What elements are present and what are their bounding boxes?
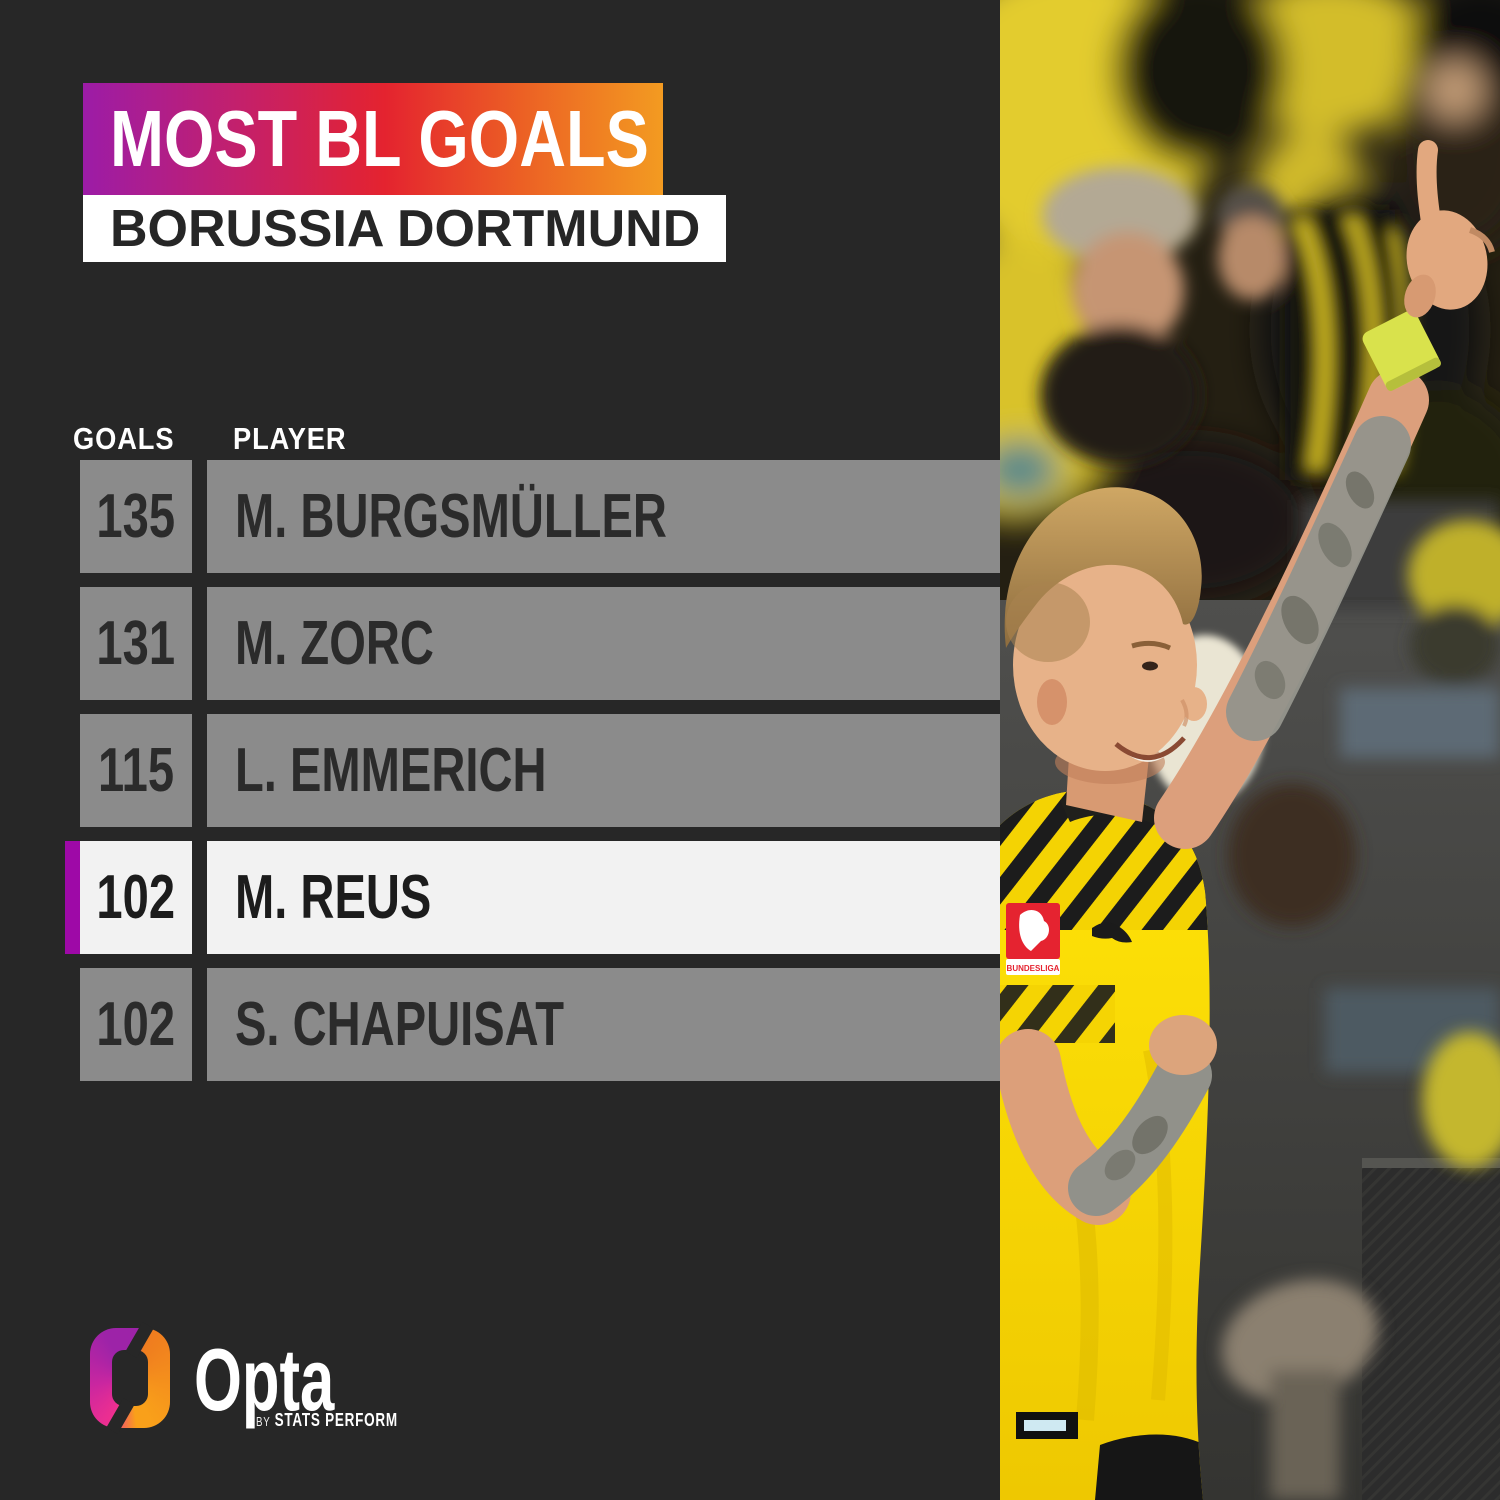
- player-cell: L. EMMERICH: [207, 714, 1000, 827]
- pointing-finger: [1416, 140, 1444, 252]
- wristband: [1362, 310, 1441, 391]
- goals-value: 102: [96, 990, 176, 1059]
- goals-value: 102: [96, 863, 176, 932]
- player-photo-art: BUNDESLIGA: [1000, 0, 1500, 1500]
- subtitle-bar: BORUSSIA DORTMUND: [83, 195, 726, 262]
- puma-logo-icon: [1092, 922, 1132, 943]
- goals-cell: 102: [80, 968, 192, 1081]
- bundesliga-patch: BUNDESLIGA: [1006, 903, 1060, 975]
- table-row: 115 L. EMMERICH: [0, 714, 1000, 827]
- player-name: M. REUS: [235, 863, 432, 932]
- svg-text:BUNDESLIGA: BUNDESLIGA: [1007, 964, 1060, 973]
- row-accent-bar: [65, 841, 80, 954]
- page-title: MOST BL GOALS: [110, 94, 649, 183]
- table-row: 102 M. REUS: [0, 841, 1000, 954]
- opta-logo-icon: [90, 1322, 170, 1434]
- player-cell: S. CHAPUISAT: [207, 968, 1000, 1081]
- player-name: M. ZORC: [235, 609, 434, 678]
- player-cell: M. REUS: [207, 841, 1000, 954]
- player-name: L. EMMERICH: [235, 736, 547, 805]
- hair: [1004, 487, 1202, 648]
- player-head: [1004, 487, 1207, 822]
- goals-value: 135: [96, 482, 176, 551]
- shorts: [1095, 1434, 1205, 1500]
- column-header-goals: GOALS: [73, 421, 175, 456]
- table-row: 131 M. ZORC: [0, 587, 1000, 700]
- player-figure: BUNDESLIGA: [1000, 140, 1495, 1500]
- goals-value: 115: [97, 736, 175, 805]
- goals-cell: 102: [80, 841, 192, 954]
- player-cell: M. BURGSMÜLLER: [207, 460, 1000, 573]
- goals-cell: 115: [80, 714, 192, 827]
- brand-tagline: BY STATS PERFORM: [256, 1410, 398, 1430]
- player-name: S. CHAPUISAT: [235, 990, 564, 1059]
- player-name: M. BURGSMÜLLER: [235, 482, 667, 551]
- goals-cell: 131: [80, 587, 192, 700]
- table-row: 102 S. CHAPUISAT: [0, 968, 1000, 1081]
- column-header-player: PLAYER: [233, 421, 347, 456]
- table-row: 135 M. BURGSMÜLLER: [0, 460, 1000, 573]
- opta-brand: Opta BY STATS PERFORM: [90, 1322, 520, 1443]
- title-banner: MOST BL GOALS: [83, 83, 663, 195]
- player-photo: BUNDESLIGA: [1000, 0, 1500, 1500]
- page-subtitle: BORUSSIA DORTMUND: [110, 199, 701, 258]
- opta-wordmark: Opta: [194, 1330, 335, 1429]
- goals-value: 131: [96, 609, 176, 678]
- raised-arm: [1154, 140, 1495, 849]
- right-arm: [1000, 1015, 1217, 1225]
- goals-cell: 135: [80, 460, 192, 573]
- goals-table: 135 M. BURGSMÜLLER 131 M. ZORC 115 L. EM…: [0, 460, 1000, 1095]
- player-cell: M. ZORC: [207, 587, 1000, 700]
